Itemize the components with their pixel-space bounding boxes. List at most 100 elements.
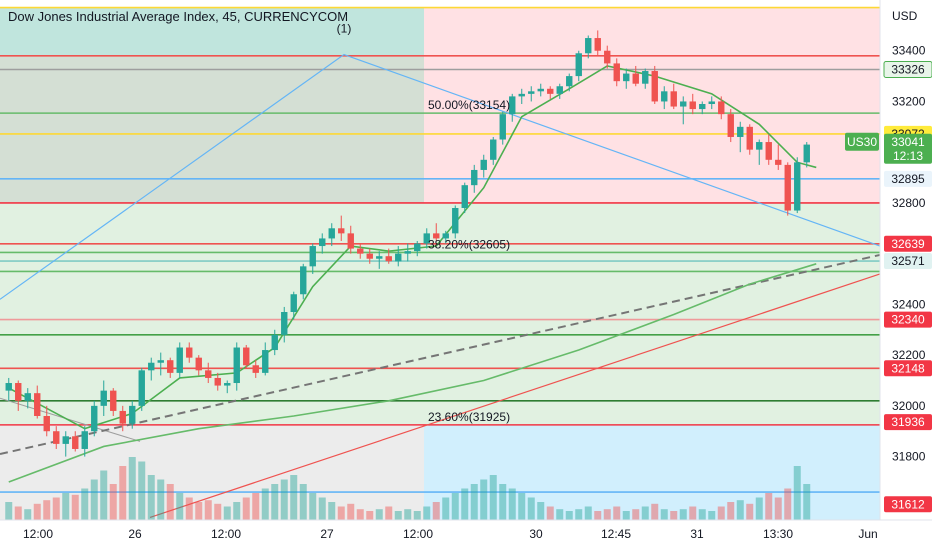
volume-bar [299, 484, 307, 520]
volume-bar [14, 506, 22, 520]
candle-body [357, 248, 364, 254]
candle-body [765, 142, 772, 160]
price-tick-label: 33400 [892, 44, 926, 58]
candle-body [262, 350, 269, 373]
candle-body [91, 405, 98, 432]
candle-body [528, 91, 535, 94]
price-tag: 32639 [884, 235, 932, 252]
volume-bar [337, 506, 345, 520]
candle-body [138, 370, 145, 406]
candle-body [43, 416, 50, 432]
candle-body [737, 126, 744, 137]
volume-bar [347, 503, 355, 520]
zone-left-grey-bottom [0, 424, 424, 520]
price-axis-background [880, 0, 932, 550]
candle-body [803, 144, 810, 163]
volume-bar [90, 479, 98, 520]
volume-bar [461, 488, 469, 520]
candle-body [328, 228, 335, 239]
candle-body [556, 86, 563, 94]
candle-body [651, 71, 658, 102]
price-tick-label: 32400 [892, 297, 926, 311]
price-tag: 32571 [884, 253, 932, 270]
symbol-tag-bg [845, 132, 879, 151]
candle-body [471, 169, 478, 186]
price-tag-label: 31612 [891, 497, 925, 511]
price-tag-label: 31936 [891, 415, 925, 429]
volume-bar [651, 503, 659, 520]
price-tick-label: 33200 [892, 94, 926, 108]
currency-label: USD [892, 9, 918, 23]
zone-left-green [0, 7, 424, 425]
price-tag-label: 32571 [891, 254, 925, 268]
price-tag-label: 33041 [891, 135, 925, 149]
volume-bar [518, 493, 526, 520]
candle-body [442, 233, 449, 239]
candle-body [290, 294, 297, 312]
fib-level-label: 50.00%(33154) [428, 98, 510, 112]
volume-bar [185, 497, 193, 520]
candle-body [594, 38, 601, 51]
candle-body [490, 139, 497, 160]
candle-body [404, 251, 411, 254]
candle-body [281, 312, 288, 335]
volume-bar [423, 506, 431, 520]
candle-body [15, 383, 22, 401]
candle-body [613, 63, 620, 82]
price-tag-bg [884, 235, 932, 252]
time-tick-label: 12:00 [211, 527, 241, 541]
volume-bar [527, 497, 535, 520]
volume-bar [138, 461, 146, 520]
candle-body [167, 360, 174, 373]
candle-body [34, 393, 41, 416]
fib-level-label: 23.60%(31925) [428, 410, 510, 424]
volume-bar [508, 488, 516, 520]
candle-body [518, 93, 525, 97]
candle-body [727, 114, 734, 137]
candle-body [689, 101, 696, 110]
candle-body [100, 390, 107, 406]
price-tag-bg [884, 170, 932, 187]
volume-bar [252, 493, 260, 520]
volume-bar [157, 479, 165, 520]
candle-body [157, 360, 164, 363]
candle-body [509, 96, 516, 115]
time-tick-label: Jun [858, 527, 877, 541]
candle-body [72, 436, 79, 449]
time-tick-label: 30 [529, 527, 543, 541]
candle-body [119, 410, 126, 424]
volume-bar [33, 503, 41, 520]
price-tag: 32148 [884, 360, 932, 377]
fib-level-label: 38.20%(32605) [428, 237, 510, 251]
candle-body [461, 185, 468, 208]
candle-body [271, 334, 278, 351]
volume-bar [755, 497, 763, 520]
wave-label: (1) [337, 22, 352, 36]
time-axis-background [0, 520, 932, 550]
volume-bar [689, 506, 697, 520]
candle-body [214, 377, 221, 386]
price-tag-bg [883, 61, 932, 79]
volume-bar [546, 506, 554, 520]
volume-bar [499, 484, 507, 520]
candle-body [642, 71, 649, 84]
candle-body [195, 357, 202, 371]
candle-body [499, 114, 506, 140]
volume-bar [594, 511, 602, 520]
candle-body [62, 436, 69, 444]
volume-bar [100, 470, 108, 520]
time-tick-label: 12:00 [403, 527, 433, 541]
sma-slow-line [8, 263, 817, 483]
candle-body [756, 142, 763, 150]
time-tick-label: 13:30 [763, 527, 793, 541]
candle-body [176, 347, 183, 373]
volume-bar [176, 493, 184, 520]
candle-body [395, 253, 402, 262]
candle-body [376, 256, 383, 259]
volume-bar [43, 500, 51, 520]
candle-body [794, 162, 801, 211]
candle-body [433, 233, 440, 239]
